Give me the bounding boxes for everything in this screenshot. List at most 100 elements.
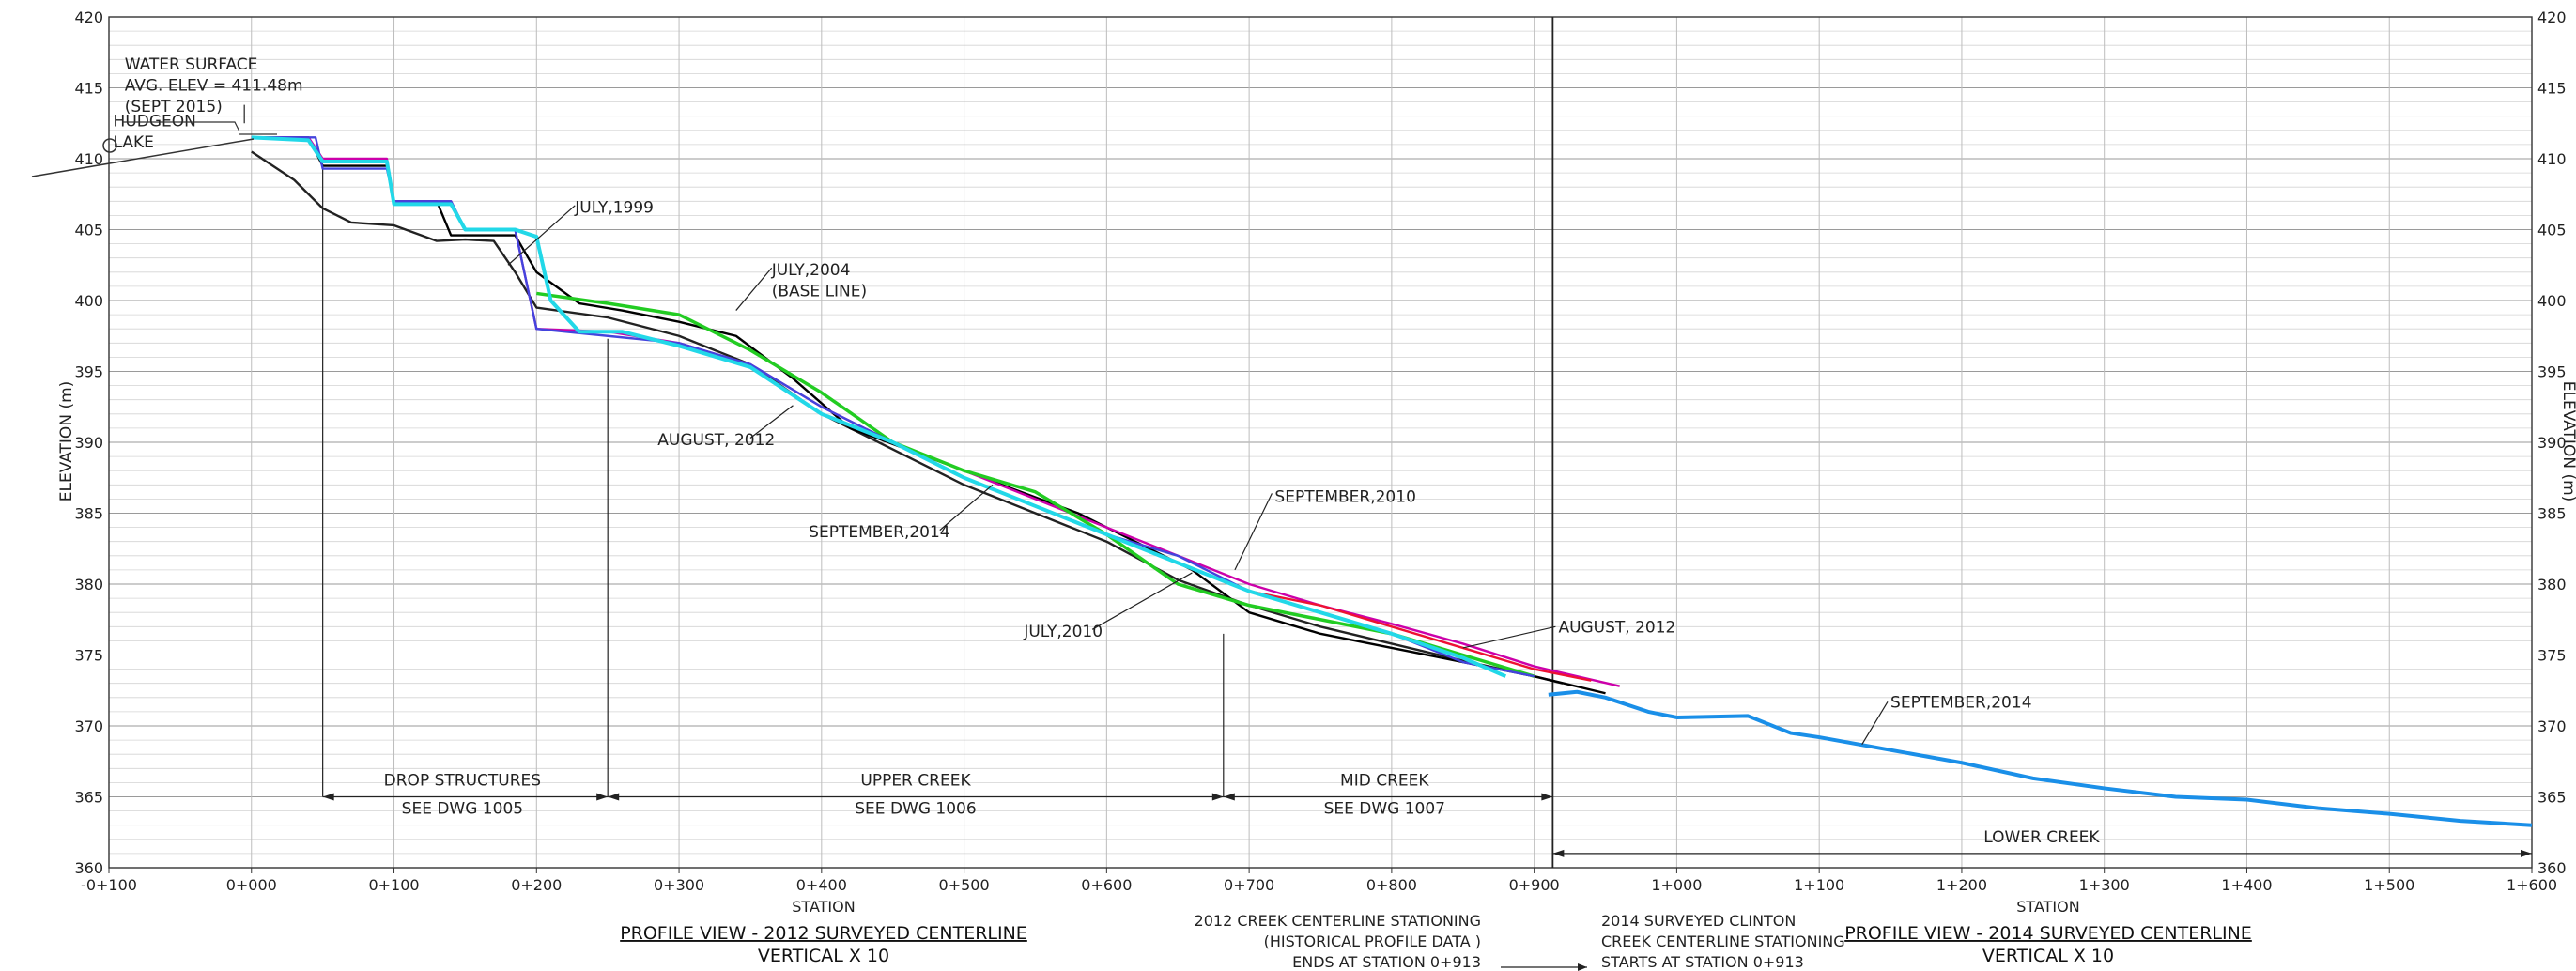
- y-axis-left: 360 365 370 375 380 385 390 395 400 405 410 415 420: [74, 8, 103, 877]
- range-arrow-end: [2521, 849, 2532, 857]
- plot-border: [108, 16, 2533, 869]
- annotation-label: JULY,1999: [574, 198, 654, 217]
- y-tick-label-right: 410: [2537, 150, 2567, 168]
- x-axis: -0+100 0+000 0+100 0+200 0+300 0+400 0+500 0+60…: [81, 868, 2557, 894]
- footer-title-left: PROFILE VIEW - 2012 SURVEYED CENTERLINE: [620, 923, 1027, 944]
- y-tick-label: 365: [74, 789, 103, 807]
- annotation-label: SEPTEMBER,2014: [809, 523, 949, 542]
- footer-subtitle-left: VERTICAL X 10: [758, 946, 889, 966]
- x-tick-label: 0+000: [226, 876, 277, 894]
- y-axis-label-left: ELEVATION (m): [57, 381, 76, 502]
- note-right-2: CREEK CENTERLINE STATIONING: [1601, 932, 1845, 950]
- leader-lines: [243, 104, 1889, 745]
- y-tick-label-right: 420: [2537, 8, 2567, 26]
- leader-line: [507, 205, 576, 266]
- note-left-3: ENDS AT STATION 0+913: [1292, 953, 1481, 971]
- note-left-2: (HISTORICAL PROFILE DATA ): [1264, 932, 1481, 950]
- reach-ranges: [322, 793, 2532, 857]
- series-line-7: [251, 135, 1507, 678]
- y-tick-label: 415: [74, 80, 103, 98]
- y-tick-label: 395: [74, 363, 103, 381]
- y-tick-label-right: 380: [2537, 576, 2567, 593]
- range-arrow-start: [608, 793, 620, 801]
- y-tick-label-right: 360: [2537, 859, 2567, 877]
- x-tick-label: 1+000: [1651, 876, 1702, 894]
- x-tick-label: 0+100: [368, 876, 419, 894]
- footer-title-right: PROFILE VIEW - 2014 SURVEYED CENTERLINE: [1844, 923, 2252, 944]
- lake-symbol: [31, 121, 277, 177]
- y-tick-label-right: 365: [2537, 789, 2567, 807]
- annotation-label: SEPTEMBER,2014: [1890, 693, 2031, 712]
- series-line-4: [1248, 590, 1592, 682]
- x-tick-label: 0+300: [654, 876, 704, 894]
- station-split-arrows: [1501, 963, 1587, 971]
- x-tick-label: 1+300: [2079, 876, 2130, 894]
- y-tick-label-right: 405: [2537, 222, 2567, 239]
- x-axis-label-left: STATION: [792, 898, 855, 916]
- annotation-label: LAKE: [114, 133, 154, 152]
- y-axis-label-right: ELEVATION (m): [2559, 381, 2576, 502]
- y-tick-label: 385: [74, 505, 103, 523]
- annotation-label: UPPER CREEK: [860, 771, 971, 790]
- annotation-label: SEE DWG 1005: [402, 800, 523, 819]
- annotation-label: (SEPT 2015): [125, 98, 223, 116]
- y-tick-label-right: 400: [2537, 292, 2567, 310]
- y-tick-label-right: 375: [2537, 647, 2567, 665]
- y-tick-label: 375: [74, 647, 103, 665]
- x-tick-label: 0+600: [1081, 876, 1132, 894]
- y-tick-label: 360: [74, 859, 103, 877]
- x-tick-label: 0+200: [511, 876, 562, 894]
- series-line-3: [536, 291, 1535, 678]
- station-markers: [322, 17, 1554, 868]
- plot-frame: [108, 16, 2533, 869]
- y-tick-label: 400: [74, 292, 103, 310]
- y-tick-label-right: 415: [2537, 80, 2567, 98]
- leader-line: [735, 267, 773, 311]
- x-tick-label: 0+800: [1366, 876, 1417, 894]
- annotation-label: WATER SURFACE: [125, 55, 258, 74]
- x-tick-label: 0+900: [1509, 876, 1560, 894]
- leader-line: [1091, 572, 1193, 630]
- x-tick-label: 0+700: [1224, 876, 1274, 894]
- x-tick-label: -0+100: [81, 876, 137, 894]
- annotation-label: SEE DWG 1006: [855, 800, 976, 819]
- leader-line: [1462, 625, 1556, 649]
- series-line-1: [251, 136, 1606, 695]
- annotation-label: JULY,2010: [1023, 623, 1103, 641]
- footer-subtitle-right: VERTICAL X 10: [1982, 946, 2114, 966]
- note-right-1: 2014 SURVEYED CLINTON: [1601, 912, 1796, 930]
- y-tick-label-right: 395: [2537, 363, 2567, 381]
- annotations: HUDGEON LAKE WATER SURFACE AVG. ELEV = 411.…: [114, 55, 2101, 847]
- grid: [108, 16, 2533, 869]
- x-tick-label: 1+600: [2507, 876, 2557, 894]
- series-lines: [251, 135, 2533, 827]
- y-tick-label: 390: [74, 434, 103, 452]
- annotation-label: LOWER CREEK: [1983, 828, 2100, 847]
- leader-line: [1234, 493, 1273, 571]
- range-arrow-start: [322, 793, 334, 801]
- annotation-label: AVG. ELEV = 411.48m: [125, 77, 303, 96]
- y-tick-label: 370: [74, 717, 103, 735]
- annotation-label: SEE DWG 1007: [1324, 800, 1445, 819]
- y-axis-right: 360 365 370 375 380 385 390 395 400 405 410 415 420: [2537, 8, 2567, 877]
- y-tick-label-right: 370: [2537, 717, 2567, 735]
- x-tick-label: 0+500: [939, 876, 990, 894]
- y-tick-label-right: 390: [2537, 434, 2567, 452]
- y-tick-label-right: 385: [2537, 505, 2567, 523]
- series-line-6: [1548, 689, 2533, 827]
- x-tick-label: 1+500: [2364, 876, 2414, 894]
- x-axis-label-right: STATION: [2016, 898, 2079, 916]
- annotation-label: AUGUST, 2012: [657, 431, 775, 450]
- y-tick-label: 410: [74, 150, 103, 168]
- y-tick-label: 405: [74, 222, 103, 239]
- range-arrow-end: [596, 793, 609, 801]
- annotation-label: AUGUST, 2012: [1558, 618, 1675, 637]
- leader-line: [939, 484, 994, 532]
- y-tick-label: 420: [74, 8, 103, 26]
- annotation-label: SEPTEMBER,2010: [1274, 487, 1415, 506]
- x-tick-label: 1+400: [2221, 876, 2272, 894]
- range-arrow-end: [1541, 793, 1553, 801]
- leader-line: [1861, 701, 1889, 745]
- range-arrow-start: [1223, 793, 1235, 801]
- x-tick-label: 1+100: [1794, 876, 1844, 894]
